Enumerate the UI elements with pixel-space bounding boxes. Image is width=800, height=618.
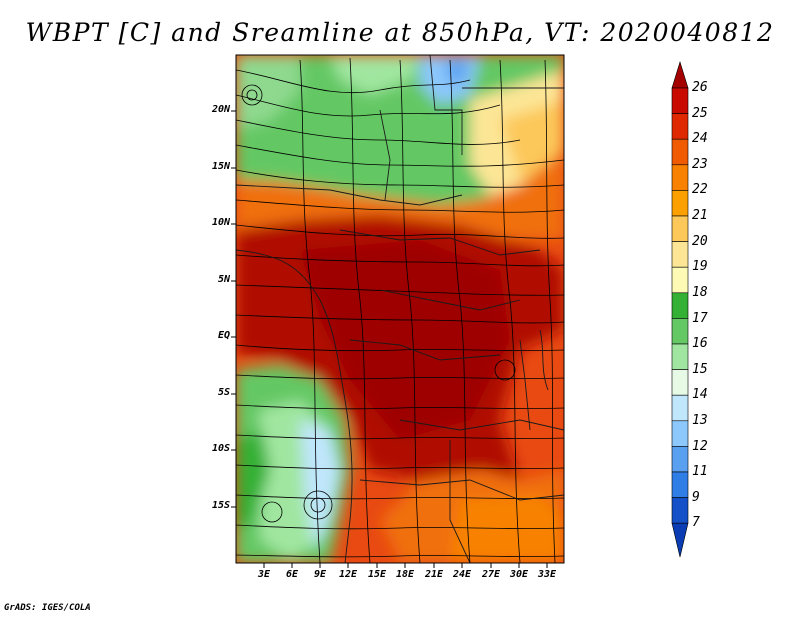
colorbar-label: 22 [692,182,708,197]
lat-label: 15S [211,500,230,511]
colorbar-cell [671,420,689,447]
lon-label: 18E [395,569,415,580]
lon-label: 6E [285,569,299,580]
lat-label: 15N [211,161,230,172]
colorbar-label: 26 [692,80,708,95]
lon-label: 15E [367,569,387,580]
lat-label: 5S [217,387,230,398]
colorbar-cell [671,369,689,396]
credit-text: GrADS: IGES/COLA [4,603,91,613]
colorbar-cell [671,394,689,422]
lon-label: 27E [481,569,501,580]
colorbar-cell [671,241,689,268]
lat-label: 10N [211,217,230,228]
colorbar-cell [671,190,689,217]
wbpt-field [236,55,564,563]
map-frame [235,54,565,564]
colorbar-label: 11 [692,464,708,479]
lon-label: 12E [338,569,358,580]
colorbar-cell [671,266,689,294]
colorbar-label: 17 [692,311,708,326]
colorbar-label: 9 [692,490,700,505]
colorbar-top-triangle [671,60,689,89]
colorbar-label: 13 [692,413,708,428]
lon-label: 30E [509,569,529,580]
axis-ticks [231,110,548,568]
colorbar-label: 18 [692,285,708,300]
colorbar-cell [671,87,689,114]
colorbar-cell [671,113,689,140]
lon-label: 33E [537,569,557,580]
colorbar-label: 7 [692,515,700,530]
lat-label: 5N [217,274,230,285]
colorbar-bottom-triangle [671,522,689,558]
colorbar-cell [671,292,689,319]
colorbar-cell [671,215,689,242]
colorbar-label: 20 [692,234,708,249]
country-borders [236,55,564,563]
colorbar-cell [671,497,689,524]
colorbar-label: 25 [692,106,708,121]
colorbar-cell [671,318,689,345]
colorbar-cell [671,343,689,370]
colorbar [671,60,689,558]
colorbar-cell [671,446,689,473]
colorbar-label: 21 [692,208,708,223]
colorbar-label: 23 [692,157,708,172]
colorbar-cell [671,138,689,166]
map-title: WBPT [C] and Sreamline at 850hPa, VT: 20… [25,18,775,47]
colorbar-label: 24 [692,131,708,146]
lon-label: 9E [313,569,327,580]
colorbar-label: 12 [692,439,708,454]
streamlines [236,57,564,563]
colorbar-label: 19 [692,259,708,274]
lon-label: 21E [424,569,444,580]
lat-label: 10S [211,443,230,454]
lat-label: 20N [211,104,230,115]
colorbar-label: 15 [692,362,708,377]
lon-label: 3E [257,569,271,580]
lat-label: EQ [217,330,230,341]
colorbar-label: 16 [692,336,708,351]
lon-label: 24E [452,569,472,580]
colorbar-cell [671,164,689,191]
colorbar-label: 14 [692,387,708,402]
colorbar-cell [671,471,689,498]
